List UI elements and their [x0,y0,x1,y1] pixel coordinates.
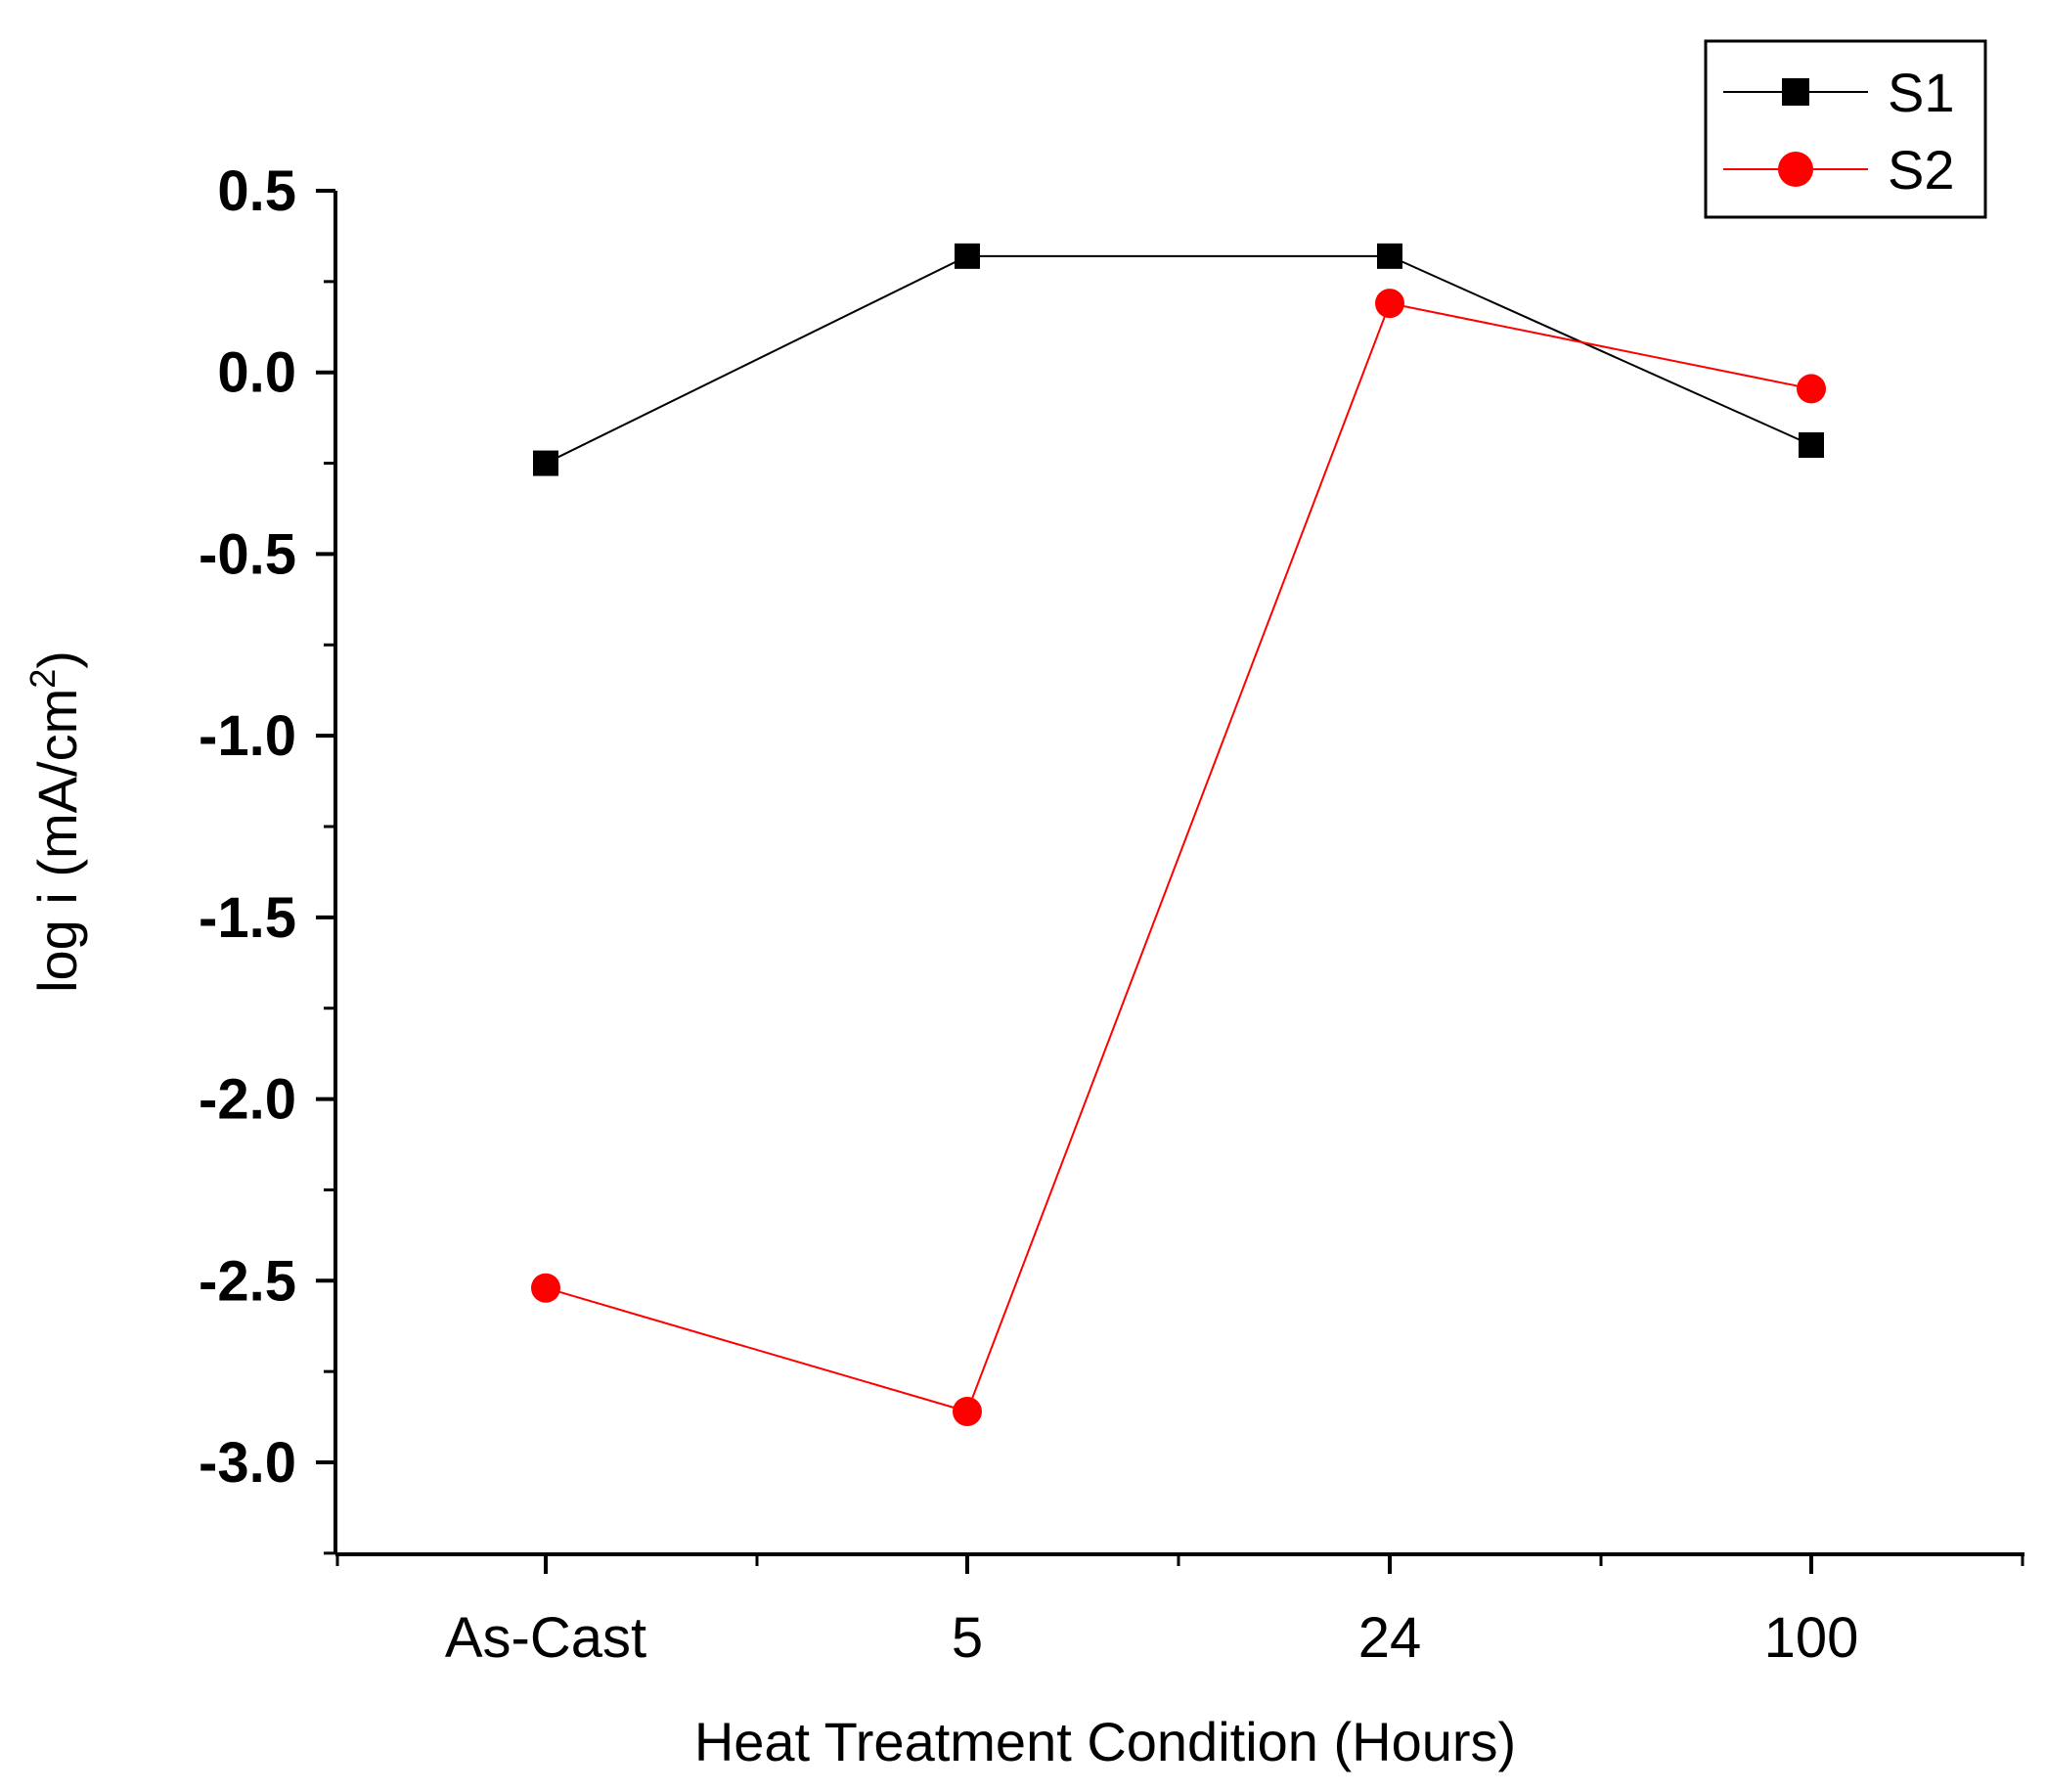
legend-label-s1: S1 [1888,62,1955,123]
y-tick-label: -0.5 [199,522,296,586]
y-tick-label: -3.0 [199,1431,296,1495]
legend-marker-s2 [1778,152,1813,187]
legend-marker-s1 [1782,78,1809,106]
series-s1 [533,243,1824,476]
data-point-s2-100 [1797,374,1826,404]
legend-entry-s1: S1 [1723,62,1955,123]
legend: S1 S2 [1704,39,1987,219]
series-line-s1 [545,254,1812,465]
y-axis-title-close: ) [26,650,88,669]
legend-label-s2: S2 [1888,139,1955,201]
x-axis-title: Heat Treatment Condition (Hours) [694,1711,1516,1772]
y-axis-title-superscript: 2 [22,669,63,689]
y-tick-label: -1.0 [199,704,296,768]
series-line-s2 [545,301,1812,1413]
data-point-s2-5 [953,1397,982,1426]
y-tick-label: 0.0 [217,341,296,405]
x-tick-label: 5 [952,1606,983,1670]
series-layer [531,243,1826,1426]
y-tick-label: -2.5 [199,1249,296,1313]
data-point-s2-24 [1375,289,1404,319]
axes: 0.5 0.0 -0.5 -1.0 -1.5 -2.0 -2.5 -3.0 As-Cast 5 24… [199,159,2024,1670]
y-axis-title-main: log i (mA/cm [26,689,88,993]
data-point-s1-100 [1799,432,1824,458]
x-tick-label: 100 [1764,1606,1859,1670]
y-tick-label: 0.5 [217,159,296,223]
legend-box [1704,39,1987,219]
y-tick-label: -2.0 [199,1068,296,1132]
x-tick-label: As-Cast [445,1606,646,1670]
y-tick-label: -1.5 [199,886,296,950]
data-point-s1-24 [1377,243,1402,269]
data-point-s2-as-cast [531,1273,560,1303]
y-axis-title: log i (mA/cm2) [22,650,88,993]
data-point-s1-as-cast [533,450,558,476]
legend-entry-s2: S2 [1723,139,1955,201]
series-s2 [531,289,1826,1426]
data-point-s1-5 [955,243,980,269]
x-tick-label: 24 [1358,1606,1422,1670]
